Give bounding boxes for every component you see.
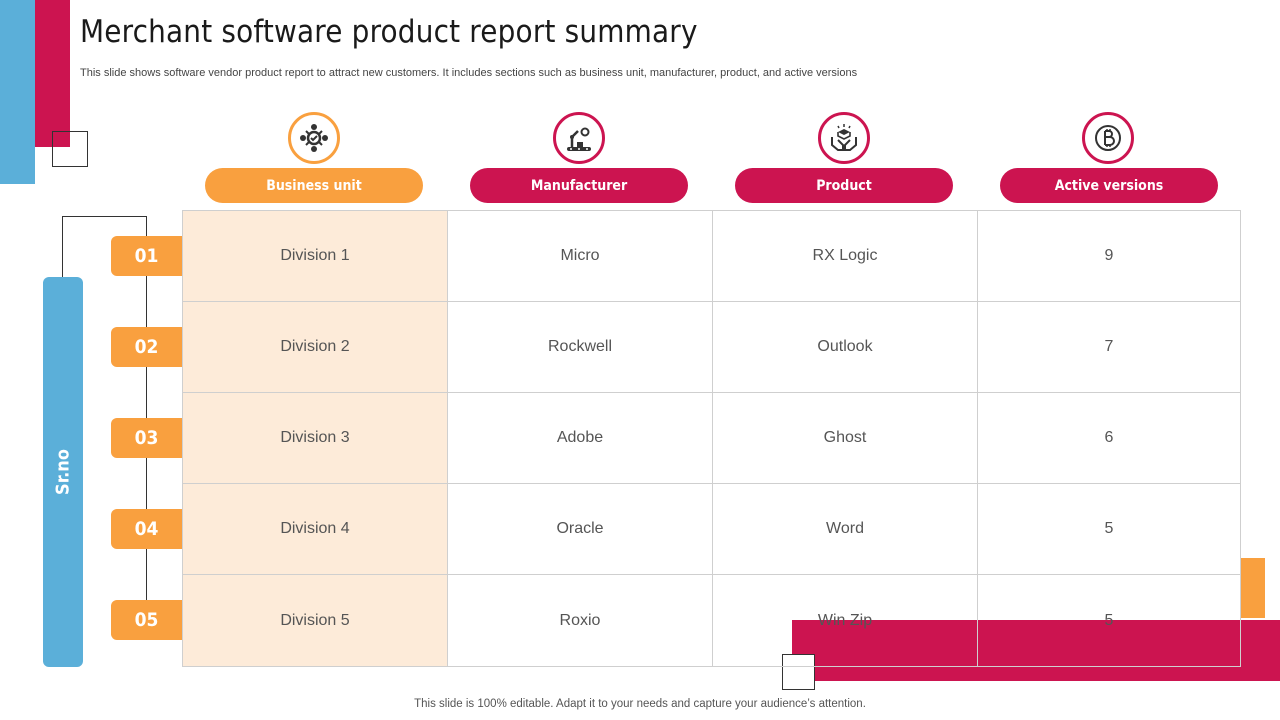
header-icon-circle-product [818,112,870,164]
header-icon-circle-business-unit [288,112,340,164]
table-cell-business-unit: Division 3 [183,393,448,484]
page-title: Merchant software product report summary [80,14,698,50]
table-cell-active-versions: 5 [978,484,1240,575]
table-cell-product: Outlook [713,302,978,393]
table-cell-business-unit: Division 2 [183,302,448,393]
connector-top-line [62,216,147,217]
factory-robot-arm-icon [567,127,591,151]
footer-note: This slide is 100% editable. Adapt it to… [414,698,866,710]
decor-blue-bar-top-left [0,0,35,184]
table-cell-active-versions: 6 [978,393,1240,484]
row-number-1: 01 [111,236,182,276]
column-header-product: Product [735,168,953,203]
page-subtitle: This slide shows software vendor product… [80,67,858,79]
team-gear-icon [300,124,328,152]
header-icon-circle-active-versions [1082,112,1134,164]
table-cell-active-versions: 5 [1104,611,1114,629]
table-cell-product: Win Zip [713,575,978,666]
column-header-active-versions: Active versions [1000,168,1218,203]
decor-square-outline-top [52,131,88,167]
table-cell-business-unit: Division 5 [183,575,448,666]
row-number-5: 05 [111,600,182,640]
table-cell-business-unit: Division 1 [183,211,448,302]
table-cell-product: Word [713,484,978,575]
row-number-3: 03 [111,418,182,458]
table-cell-manufacturer: Oracle [448,484,713,575]
table-cell-manufacturer: Rockwell [448,302,713,393]
sr-no-label: Sr.no [52,449,74,495]
decor-square-outline-bottom [782,654,815,690]
table-cell-manufacturer: Adobe [448,393,713,484]
table-cell-business-unit: Division 4 [183,484,448,575]
table-cell-active-versions: 9 [978,211,1240,302]
column-header-business-unit: Business unit [205,168,423,203]
header-icon-circle-manufacturer [553,112,605,164]
decor-orange-bar-right [1240,558,1265,618]
report-table: Division 1 Micro RX Logic 9 Division 2 R… [182,210,1241,667]
decor-crimson-bar-top-left [35,0,70,147]
row-number-2: 02 [111,327,182,367]
table-cell-active-versions: 7 [978,302,1240,393]
hands-box-icon [831,124,857,151]
connector-left-line [62,216,63,278]
row-number-4: 04 [111,509,182,549]
table-cell-product: Ghost [713,393,978,484]
sr-no-side-bar: Sr.no [43,277,83,667]
table-cell-manufacturer: Roxio [448,575,713,666]
bitcoin-icon [1095,125,1121,151]
decor-crimson-bar-bottom-right [792,620,1280,681]
table-cell-manufacturer: Micro [448,211,713,302]
table-cell-product: RX Logic [713,211,978,302]
column-header-manufacturer: Manufacturer [470,168,688,203]
